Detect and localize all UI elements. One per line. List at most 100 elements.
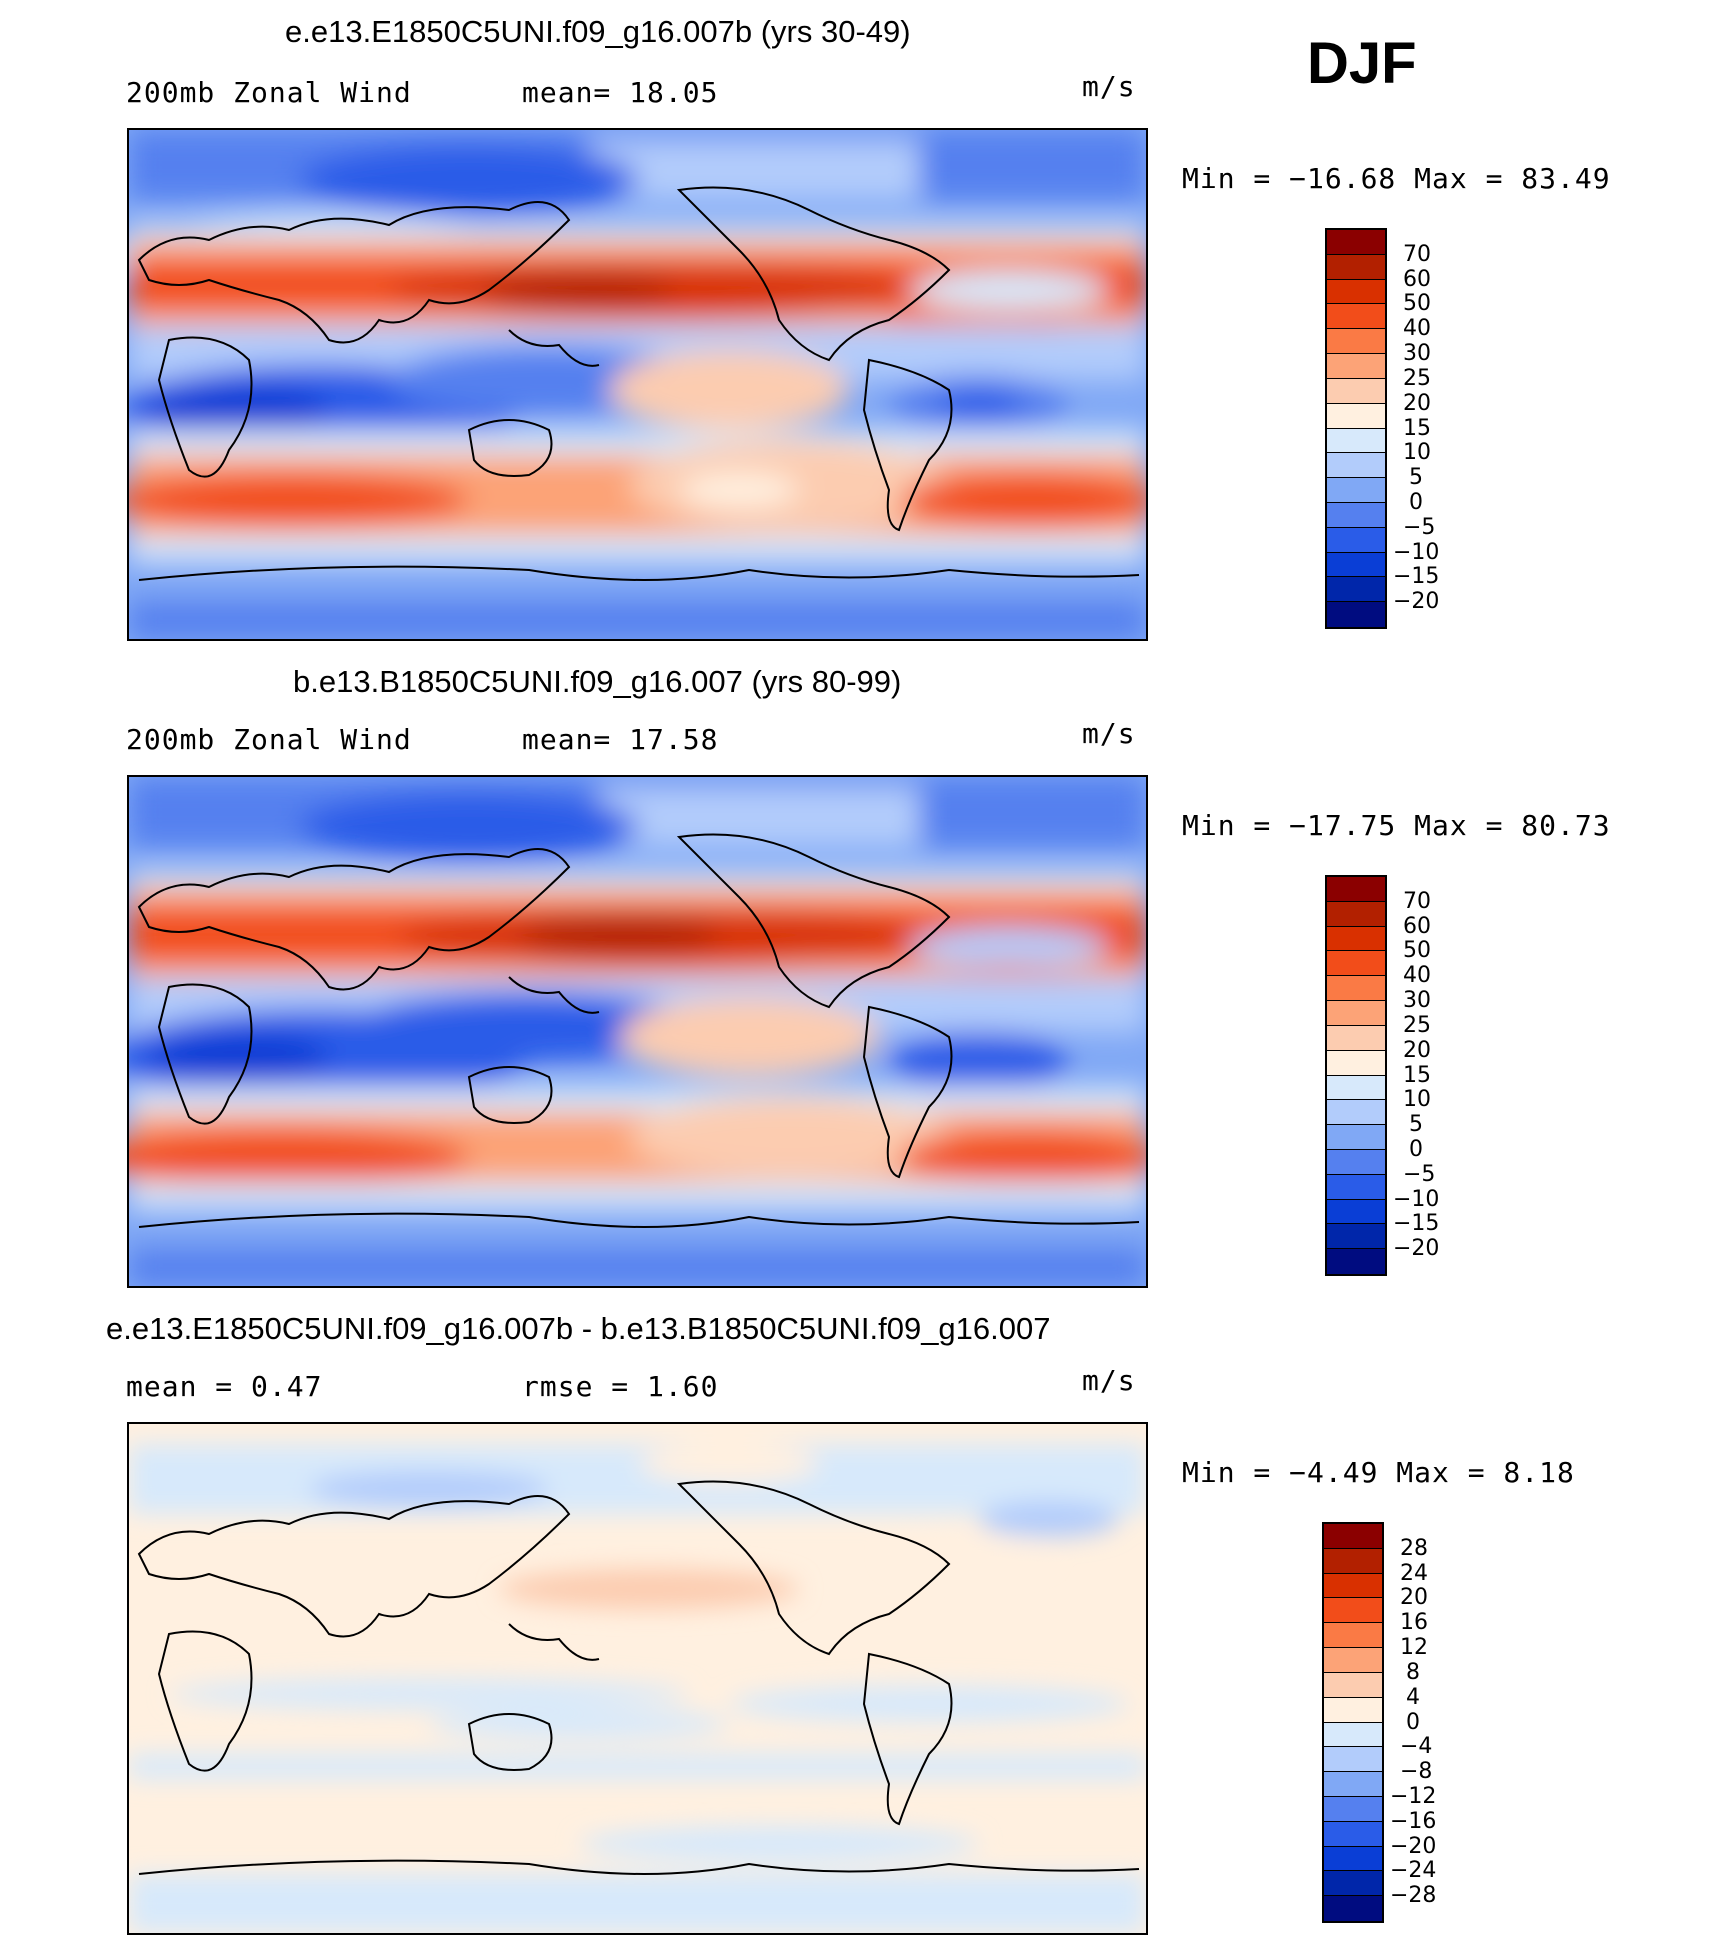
- colorbar-tick-label: 20: [1403, 390, 1431, 416]
- colorbar-tick-label: 20: [1403, 1037, 1431, 1063]
- colorbar-tick-label: −20: [1390, 1833, 1437, 1859]
- colorbar-swatch: [1327, 1050, 1385, 1076]
- panel-minmax-label: Min = −4.49 Max = 8.18: [1182, 1456, 1575, 1489]
- colorbar-tick-label: −20: [1393, 589, 1440, 615]
- colorbar-tick-label: 5: [1409, 1112, 1423, 1138]
- colorbar-swatch: [1327, 1100, 1385, 1126]
- panel-title: e.e13.E1850C5UNI.f09_g16.007b (yrs 30-49…: [285, 14, 911, 49]
- colorbar-swatch: [1324, 1697, 1382, 1723]
- panel-minmax-label: Min = −17.75 Max = 80.73: [1182, 809, 1611, 842]
- panel-mean-label: mean= 18.05: [522, 76, 719, 109]
- colorbar-swatch: [1327, 552, 1385, 578]
- colorbar-swatch: [1327, 527, 1385, 553]
- colorbar-swatch: [1327, 1149, 1385, 1175]
- colorbar-swatch: [1327, 304, 1385, 330]
- panel-minmax-label: Min = −16.68 Max = 83.49: [1182, 162, 1611, 195]
- coastlines: [137, 186, 1140, 581]
- colorbar-swatch: [1327, 279, 1385, 305]
- colorbar-tick-label: 5: [1409, 465, 1423, 491]
- coastlines: [137, 833, 1140, 1228]
- colorbar-swatch: [1324, 1772, 1382, 1797]
- colorbar-tick-label: −15: [1393, 564, 1440, 590]
- colorbar-swatch: [1327, 1199, 1385, 1225]
- colorbar-tick-label: −4: [1400, 1734, 1433, 1760]
- coastlines: [137, 1480, 1140, 1875]
- colorbar-tick-label: 12: [1400, 1635, 1428, 1661]
- colorbar-tick-label: 4: [1406, 1684, 1420, 1710]
- colorbar-swatch: [1327, 329, 1385, 355]
- panel-units-label: m/s: [1082, 70, 1136, 103]
- colorbar-tick-label: −16: [1390, 1808, 1437, 1834]
- colorbar-tick-label: 16: [1400, 1610, 1428, 1636]
- colorbar-tick-label: −10: [1393, 539, 1440, 565]
- colorbar-swatch: [1324, 1747, 1382, 1773]
- colorbar-swatch: [1327, 354, 1385, 379]
- map-contours: [129, 777, 1146, 1286]
- colorbar-tick-label: 15: [1403, 415, 1431, 441]
- colorbar-tick-label: 70: [1403, 241, 1431, 267]
- colorbar-swatch: [1327, 502, 1385, 528]
- colorbar-tick-label: 40: [1403, 963, 1431, 989]
- panel-units-label: m/s: [1082, 1364, 1136, 1397]
- colorbar-tick-label: 30: [1403, 988, 1431, 1014]
- colorbar-swatch: [1327, 577, 1385, 603]
- colorbar-tick-label: 8: [1406, 1659, 1420, 1685]
- colorbar-swatch: [1324, 1648, 1382, 1673]
- colorbar-tick-label: 30: [1403, 341, 1431, 367]
- colorbar-tick-label: 28: [1400, 1535, 1428, 1561]
- panel-mean-label: mean = 0.47: [126, 1370, 323, 1403]
- colorbar-tick-label: −5: [1403, 1161, 1436, 1187]
- map-contours: [129, 1424, 1146, 1933]
- colorbar-swatch: [1327, 976, 1385, 1002]
- colorbar-tick-label: 50: [1403, 938, 1431, 964]
- colorbar-swatch: [1327, 378, 1385, 404]
- colorbar-swatch: [1327, 254, 1385, 280]
- colorbar-tick-label: 10: [1403, 1087, 1431, 1113]
- colorbar-tick-label: 15: [1403, 1062, 1431, 1088]
- zonal-wind-map: [127, 775, 1148, 1288]
- colorbar-swatch: [1324, 1672, 1382, 1698]
- panel-variable-label: 200mb Zonal Wind: [126, 76, 412, 109]
- zonal-wind-map: [127, 128, 1148, 641]
- colorbar-swatch: [1324, 1524, 1382, 1549]
- colorbar-swatch: [1324, 1821, 1382, 1847]
- colorbar-tick-label: −24: [1390, 1858, 1437, 1884]
- panel-title: e.e13.E1850C5UNI.f09_g16.007b - b.e13.B1…: [106, 1311, 1051, 1346]
- colorbar: [1322, 1522, 1384, 1923]
- colorbar-tick-label: 0: [1409, 1136, 1423, 1162]
- colorbar-swatch: [1327, 1125, 1385, 1150]
- panel-units-label: m/s: [1082, 717, 1136, 750]
- colorbar-swatch: [1324, 1846, 1382, 1872]
- panel-rmse-label: rmse = 1.60: [522, 1370, 719, 1403]
- colorbar-swatch: [1327, 478, 1385, 503]
- panel-title: b.e13.B1850C5UNI.f09_g16.007 (yrs 80-99): [293, 664, 902, 699]
- colorbar-swatch: [1327, 877, 1385, 902]
- colorbar-swatch: [1327, 1001, 1385, 1026]
- difference-map: [127, 1422, 1148, 1935]
- panel-mean-label: mean= 17.58: [522, 723, 719, 756]
- colorbar-swatch: [1324, 1871, 1382, 1897]
- panel-variable-label: 200mb Zonal Wind: [126, 723, 412, 756]
- colorbar-swatch: [1327, 1075, 1385, 1101]
- colorbar-tick-label: 40: [1403, 316, 1431, 342]
- colorbar-swatch: [1324, 1722, 1382, 1748]
- colorbar-tick-label: −12: [1390, 1783, 1437, 1809]
- colorbar-swatch: [1327, 1224, 1385, 1250]
- colorbar-tick-label: −20: [1393, 1236, 1440, 1262]
- colorbar-swatch: [1324, 1796, 1382, 1822]
- colorbar: [1325, 875, 1387, 1276]
- colorbar-tick-label: 10: [1403, 440, 1431, 466]
- map-contours: [129, 130, 1146, 639]
- colorbar-swatch: [1327, 602, 1385, 627]
- colorbar-tick-label: −5: [1403, 514, 1436, 540]
- colorbar: [1325, 228, 1387, 629]
- colorbar-swatch: [1327, 1249, 1385, 1274]
- colorbar-swatch: [1324, 1896, 1382, 1921]
- season-label: DJF: [1307, 31, 1417, 96]
- colorbar-tick-label: 70: [1403, 888, 1431, 914]
- colorbar-tick-label: 50: [1403, 291, 1431, 317]
- colorbar-swatch: [1324, 1598, 1382, 1624]
- colorbar-swatch: [1327, 428, 1385, 454]
- colorbar-swatch: [1327, 926, 1385, 952]
- colorbar-tick-label: 20: [1400, 1585, 1428, 1611]
